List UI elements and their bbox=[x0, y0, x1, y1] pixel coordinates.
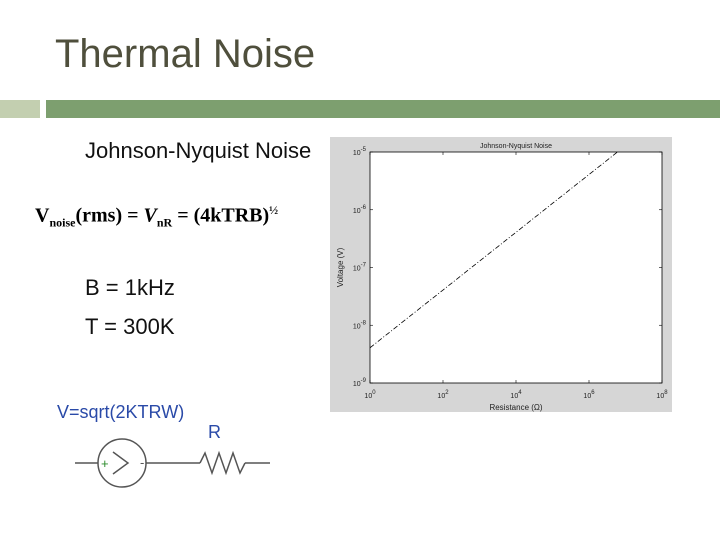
formula-part: V bbox=[35, 204, 50, 227]
tick-label-y: 10-8 bbox=[353, 320, 367, 330]
bullet: Johnson-Nyquist Noise bbox=[85, 138, 312, 163]
formula-part: V bbox=[143, 204, 157, 227]
param: B = 1kHz bbox=[85, 275, 175, 300]
chart-title: Johnson-Nyquist Noise bbox=[480, 143, 552, 150]
tick-label-x: 102 bbox=[437, 390, 449, 400]
data-line bbox=[370, 152, 619, 349]
tick-label-y: 10-5 bbox=[353, 147, 367, 157]
tick-label-y: 10-7 bbox=[353, 263, 367, 273]
formula-part: = (4kTRB) bbox=[172, 204, 270, 227]
tick-label-y: 10-6 bbox=[353, 205, 367, 215]
formula-part: (rms) = bbox=[75, 204, 144, 227]
y-axis-label: Voltage (V) bbox=[336, 247, 345, 287]
tick-label-x: 108 bbox=[656, 390, 668, 400]
formula-part: nR bbox=[156, 215, 173, 230]
plot-area bbox=[369, 151, 663, 384]
accent-bar bbox=[46, 100, 720, 118]
formula: Vnoise(rms) = VnR = (4kTRB)½ bbox=[35, 203, 278, 231]
source-symbol bbox=[112, 451, 130, 475]
param: T = 300K bbox=[85, 314, 175, 339]
minus-sign: - bbox=[140, 455, 144, 470]
tick-label-x: 104 bbox=[510, 390, 522, 400]
tick-label-y: 10-9 bbox=[353, 378, 367, 388]
tick-label-x: 100 bbox=[364, 390, 376, 400]
source bbox=[97, 438, 147, 488]
slide-title: Thermal Noise bbox=[55, 32, 316, 76]
x-axis-label: Resistance (Ω) bbox=[489, 403, 542, 412]
circuit: V=sqrt(2KTRW) R + - bbox=[57, 402, 270, 488]
chart: Johnson-Nyquist Noise Resistance (Ω) Volta… bbox=[336, 143, 668, 412]
formula-part: ½ bbox=[269, 203, 279, 217]
resistor bbox=[199, 450, 246, 476]
tick-label-x: 106 bbox=[583, 390, 595, 400]
formula-part: noise bbox=[49, 215, 76, 230]
resistor-label: R bbox=[208, 422, 221, 442]
plus-sign: + bbox=[101, 456, 109, 471]
source-label: V=sqrt(2KTRW) bbox=[57, 402, 184, 422]
accent-block bbox=[0, 100, 40, 118]
